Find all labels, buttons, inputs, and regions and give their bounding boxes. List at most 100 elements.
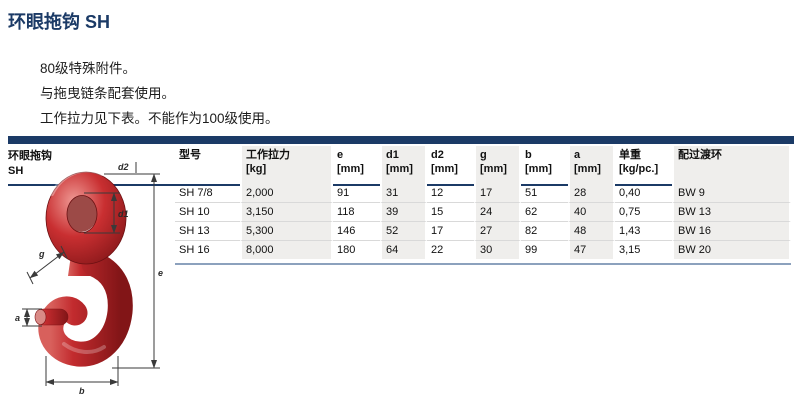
header-unit: [mm] <box>574 162 601 175</box>
table-cell: 15 <box>427 203 474 222</box>
table-cell: 0,40 <box>615 184 672 203</box>
table-cell: SH 7/8 <box>175 184 240 203</box>
header-cell-g: g [mm] <box>474 146 521 184</box>
product-name-line1: 环眼拖钩 <box>8 150 52 162</box>
hook-highlight <box>62 342 106 354</box>
table-cell: 2,000 <box>240 184 333 203</box>
table-row: SH 7/8 2,000 91 31 12 17 51 28 0,40 BW 9 <box>175 184 791 203</box>
dim-label-a: a <box>15 313 20 323</box>
page-title: 环眼拖钩 SH <box>8 12 111 32</box>
header-row: 型号 工作拉力 [kg] e [mm] d1 [mm] d2 [mm] g [mm] b [mm] a [m… <box>175 146 791 184</box>
header-label: 工作拉力 <box>246 149 290 161</box>
header-label: d1 <box>386 149 399 161</box>
table-top-bar <box>8 136 794 144</box>
hook-stub-end-face <box>34 309 47 325</box>
table-row: SH 16 8,000 180 64 22 30 99 47 3,15 BW 20 <box>175 241 791 259</box>
table-cell: 17 <box>427 222 474 241</box>
header-label: a <box>574 149 581 161</box>
table-cell: 17 <box>474 184 521 203</box>
table-cell: 5,300 <box>240 222 333 241</box>
header-cell-model: 型号 <box>175 146 240 184</box>
header-label: 配过渡环 <box>678 149 722 161</box>
header-label: d2 <box>431 149 444 161</box>
table-cell: 12 <box>427 184 474 203</box>
header-cell-load: 工作拉力 [kg] <box>240 146 333 184</box>
dim-label-d2: d2 <box>118 162 129 172</box>
header-label: b <box>525 149 532 161</box>
header-label: g <box>480 149 487 161</box>
header-cell-weight: 单重 [kg/pc.] <box>615 146 672 184</box>
product-description: 80级特殊附件。 与拖曳链条配套使用。 工作拉力见下表。不能作为100级使用。 <box>40 56 279 131</box>
header-cell-e: e [mm] <box>333 146 380 184</box>
eye-inner-wall <box>64 190 98 232</box>
spec-table: 型号 工作拉力 [kg] e [mm] d1 [mm] d2 [mm] g [mm] b [mm] a [m… <box>175 146 791 259</box>
header-unit: [mm] <box>480 162 507 175</box>
table-cell: 27 <box>474 222 521 241</box>
table-cell: 0,75 <box>615 203 672 222</box>
header-cell-d2: d2 [mm] <box>427 146 474 184</box>
dim-label-d1: d1 <box>118 209 129 219</box>
table-cell: 8,000 <box>240 241 333 259</box>
header-cell-b: b [mm] <box>521 146 568 184</box>
table-cell: 47 <box>568 241 615 259</box>
header-label: e <box>337 149 344 161</box>
header-cell-d1: d1 [mm] <box>380 146 427 184</box>
table-cell: 30 <box>474 241 521 259</box>
header-unit: [mm] <box>431 162 458 175</box>
table-cell: 64 <box>380 241 427 259</box>
table-cell: 24 <box>474 203 521 222</box>
table-cell: 28 <box>568 184 615 203</box>
table-bottom-border <box>175 263 791 265</box>
dim-label-b: b <box>79 386 85 396</box>
header-label: 单重 <box>619 149 641 161</box>
table-cell: BW 20 <box>672 241 791 259</box>
spec-table-body: SH 7/8 2,000 91 31 12 17 51 28 0,40 BW 9 SH 10 3,15… <box>175 184 791 259</box>
table-cell: 180 <box>337 244 356 256</box>
table-cell: 62 <box>521 203 568 222</box>
dimension-lines <box>22 162 160 386</box>
header-unit: [mm] <box>525 162 552 175</box>
hook-illustration: d2 d1 e g a b <box>15 162 163 396</box>
table-cell: 99 <box>525 244 538 256</box>
header-unit: [mm] <box>337 162 364 175</box>
table-cell: 39 <box>380 203 427 222</box>
eye-highlight <box>50 168 104 196</box>
table-cell: 82 <box>521 222 568 241</box>
table-cell: 3,150 <box>240 203 333 222</box>
table-cell: SH 10 <box>175 203 240 222</box>
table-row: SH 13 5,300 146 52 17 27 82 48 1,43 BW 16 <box>175 222 791 241</box>
header-unit: [kg/pc.] <box>619 162 659 175</box>
description-line: 工作拉力见下表。不能作为100级使用。 <box>40 111 279 126</box>
dim-label-e: e <box>158 268 163 278</box>
table-cell: 146 <box>333 222 380 241</box>
table-cell: 3,15 <box>619 244 641 256</box>
table-cell: SH 16 <box>179 244 210 256</box>
header-label: 型号 <box>179 149 201 161</box>
header-cell-a: a [mm] <box>568 146 615 184</box>
description-line: 80级特殊附件。 <box>40 61 137 76</box>
table-cell: 22 <box>431 244 444 256</box>
table-cell: BW 16 <box>672 222 791 241</box>
spec-table-head: 型号 工作拉力 [kg] e [mm] d1 [mm] d2 [mm] g [mm] b [mm] a [m… <box>175 146 791 184</box>
table-cell: 48 <box>568 222 615 241</box>
table-cell: 1,43 <box>615 222 672 241</box>
product-name-label: 环眼拖钩 SH <box>8 149 52 179</box>
header-cell-ring: 配过渡环 <box>672 146 791 184</box>
table-cell: SH 13 <box>175 222 240 241</box>
table-cell: 31 <box>380 184 427 203</box>
product-name-line2: SH <box>8 165 24 177</box>
table-cell: 51 <box>521 184 568 203</box>
table-cell: 52 <box>380 222 427 241</box>
table-cell: BW 9 <box>672 184 791 203</box>
table-cell: 118 <box>333 203 380 222</box>
table-cell: 40 <box>568 203 615 222</box>
table-cell: BW 13 <box>672 203 791 222</box>
table-cell: 91 <box>333 184 380 203</box>
header-unit: [mm] <box>386 162 413 175</box>
table-row: SH 10 3,150 118 39 15 24 62 40 0,75 BW 13 <box>175 203 791 222</box>
hook-eye-ring <box>45 171 127 265</box>
header-unit: [kg] <box>246 162 267 175</box>
dim-label-g: g <box>38 249 45 259</box>
description-line: 与拖曳链条配套使用。 <box>40 86 175 101</box>
